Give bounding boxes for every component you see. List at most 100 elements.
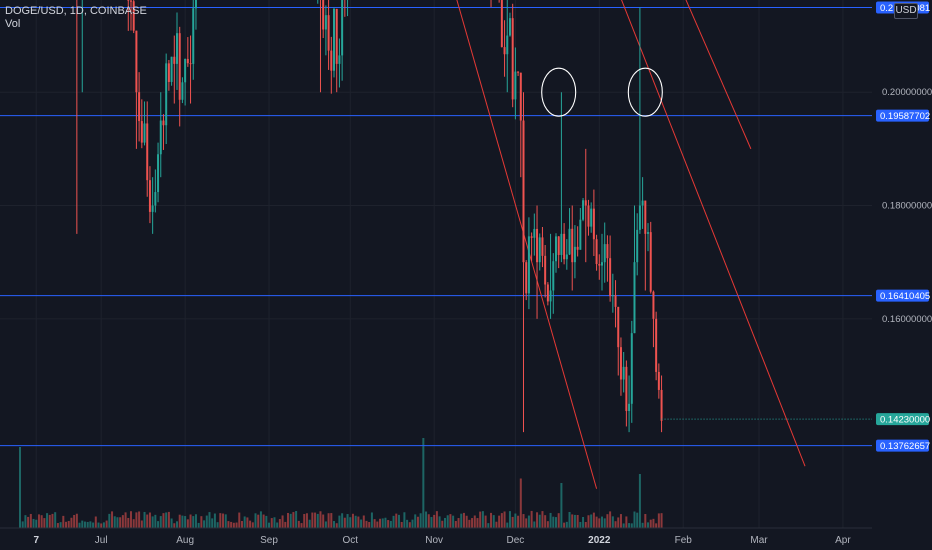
candle bbox=[565, 239, 568, 270]
candle-body bbox=[647, 232, 650, 234]
volume-bar bbox=[514, 513, 517, 528]
candle-body bbox=[173, 56, 176, 64]
currency-button[interactable]: USD bbox=[894, 3, 918, 19]
volume-bar bbox=[124, 512, 127, 528]
candle-body bbox=[644, 200, 647, 234]
candle bbox=[330, 36, 333, 94]
candle-body bbox=[595, 239, 598, 265]
candle-body bbox=[503, 47, 506, 55]
volume-bar bbox=[446, 515, 449, 528]
volume-bar bbox=[286, 512, 289, 528]
horizontal-levels bbox=[0, 7, 872, 447]
volume-bar bbox=[311, 512, 314, 528]
volume-bar bbox=[587, 515, 590, 528]
volume-bar bbox=[238, 512, 241, 528]
candle bbox=[582, 197, 585, 222]
volume-bar bbox=[492, 515, 495, 528]
volume-bar bbox=[59, 522, 62, 528]
candle bbox=[563, 223, 566, 265]
volume-bar bbox=[186, 519, 189, 528]
candle-body bbox=[649, 232, 652, 292]
candle bbox=[584, 148, 587, 263]
candle-body bbox=[619, 347, 622, 380]
volume-bar bbox=[465, 515, 468, 528]
candle bbox=[568, 208, 571, 256]
candle-body bbox=[538, 237, 541, 263]
candle bbox=[619, 337, 622, 396]
candle bbox=[630, 320, 633, 423]
volume-bar bbox=[571, 514, 574, 528]
volume-bar bbox=[129, 511, 132, 528]
candle bbox=[157, 142, 160, 203]
candle-body bbox=[159, 120, 162, 155]
volume-bar bbox=[557, 513, 560, 528]
candle bbox=[527, 217, 530, 310]
volume-bar bbox=[630, 523, 633, 528]
candle-body bbox=[576, 246, 579, 250]
volume-bar bbox=[113, 516, 116, 528]
volume-bar bbox=[438, 516, 441, 528]
volume-bar bbox=[360, 519, 363, 528]
volume-bar bbox=[381, 518, 384, 528]
volume-bar bbox=[281, 515, 284, 528]
candle bbox=[167, 59, 170, 91]
price-tick-label: 0.18000000 bbox=[882, 201, 932, 212]
candle bbox=[151, 177, 154, 234]
volume-bar bbox=[490, 512, 493, 528]
volume-bar bbox=[249, 520, 252, 528]
candle-body bbox=[609, 258, 612, 297]
volume-bar bbox=[75, 513, 78, 528]
volume-bar bbox=[408, 522, 411, 528]
candle bbox=[517, 71, 520, 76]
volume-bar bbox=[452, 515, 455, 528]
candle bbox=[633, 205, 636, 334]
price-tick-label: 0.16000000 bbox=[882, 314, 932, 325]
candle-body bbox=[546, 284, 549, 302]
candle-body bbox=[146, 123, 149, 181]
volume-bar bbox=[51, 513, 54, 528]
volume-bar bbox=[628, 523, 631, 528]
candle-body bbox=[544, 255, 547, 285]
candle bbox=[189, 35, 192, 104]
volume-bar bbox=[148, 512, 151, 528]
volume-bar bbox=[395, 513, 398, 528]
candle bbox=[579, 207, 582, 250]
candle bbox=[636, 213, 639, 276]
volume-bar bbox=[181, 515, 184, 528]
candle-body bbox=[536, 228, 539, 263]
volume-bar bbox=[590, 514, 593, 528]
candle bbox=[186, 37, 189, 67]
time-tick-label: Sep bbox=[260, 535, 278, 546]
candle-body bbox=[557, 236, 560, 255]
candle bbox=[660, 375, 663, 433]
candle bbox=[170, 56, 173, 86]
candle bbox=[319, 0, 321, 93]
volume-bar bbox=[365, 520, 368, 528]
level-tag-label: 0.13762657 bbox=[880, 441, 930, 452]
candle bbox=[519, 72, 522, 178]
hand-drawn-circle bbox=[627, 67, 663, 117]
candle bbox=[143, 101, 146, 146]
volume-bar bbox=[165, 512, 168, 528]
candle bbox=[138, 72, 141, 142]
volume-bar bbox=[619, 514, 622, 528]
candle bbox=[76, 0, 78, 234]
candle-body bbox=[148, 180, 151, 212]
candle-body bbox=[630, 333, 633, 404]
candle-body bbox=[533, 228, 536, 238]
volume-bar bbox=[416, 516, 419, 528]
volume-bar bbox=[56, 523, 59, 528]
volume-bar bbox=[449, 514, 452, 528]
volume-bar bbox=[565, 521, 568, 528]
volume-bar bbox=[614, 521, 617, 528]
candle-body bbox=[324, 15, 327, 30]
volume-bar bbox=[268, 522, 271, 528]
volume-bar bbox=[94, 516, 97, 528]
volume-bar bbox=[649, 519, 652, 528]
candle bbox=[576, 226, 579, 257]
volume-bar bbox=[362, 515, 365, 528]
volume-bar bbox=[154, 514, 157, 528]
candle-body bbox=[573, 246, 576, 263]
volume-bar bbox=[533, 521, 536, 528]
